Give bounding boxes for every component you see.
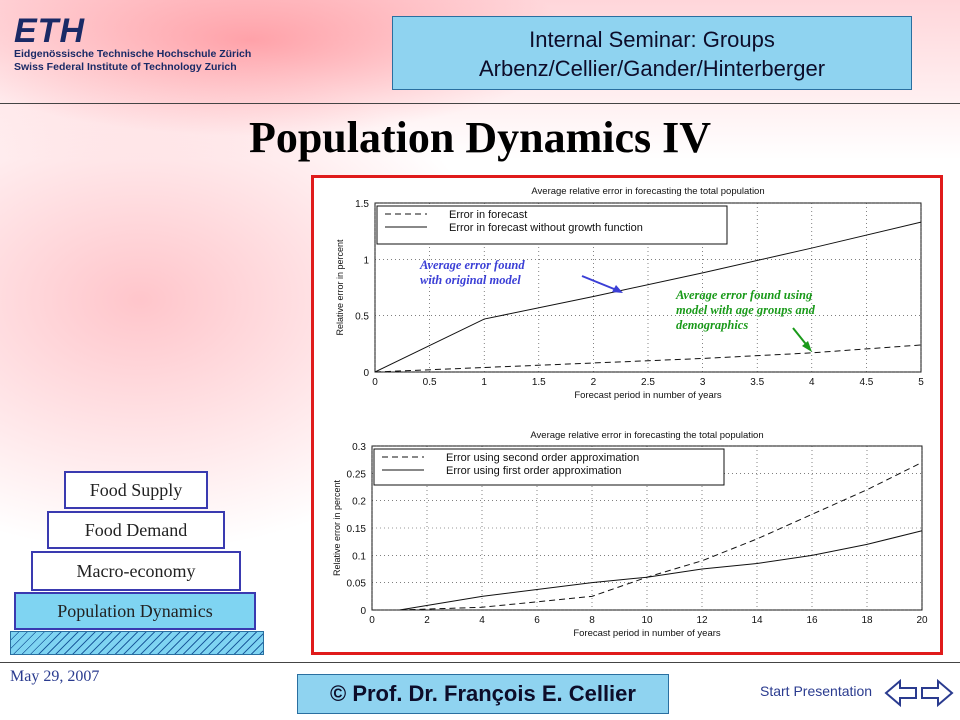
pyramid-label: Macro-economy [76, 561, 196, 581]
x-tick-label: 1.5 [532, 377, 546, 388]
pyramid-food-supply: Food Supply [64, 471, 208, 509]
seminar-line2: Arbenz/Cellier/Gander/Hinterberger [478, 56, 826, 81]
series-line [374, 221, 922, 373]
y-tick-label: 0 [363, 368, 369, 379]
back-arrow-icon[interactable] [884, 678, 918, 708]
y-axis-label: Relative error in percent [335, 239, 345, 336]
x-tick-label: 6 [534, 615, 540, 626]
x-tick-label: 3.5 [750, 377, 764, 388]
x-tick-label: 12 [696, 615, 708, 626]
eth-logo: ETH Eidgenössische Technische Hochschule… [14, 12, 252, 74]
legend-entry: Error using second order approximation [446, 452, 639, 464]
x-tick-label: 0 [369, 615, 375, 626]
x-tick-label: 5 [918, 377, 924, 388]
x-tick-label: 8 [589, 615, 595, 626]
pyramid-label: Population Dynamics [57, 601, 213, 621]
y-tick-label: 0.3 [352, 442, 366, 453]
x-tick-label: 4 [809, 377, 815, 388]
annotation-age-groups: demographics [676, 318, 748, 332]
footer-date: May 29, 2007 [10, 668, 100, 685]
x-tick-label: 10 [641, 615, 653, 626]
copyright-box: © Prof. Dr. François E. Cellier [297, 674, 669, 714]
annotation-arrowhead-green [802, 341, 812, 352]
y-tick-label: 1.5 [355, 199, 369, 210]
pyramid-macro-economy: Macro-economy [31, 551, 241, 591]
header-divider [0, 103, 960, 104]
chart-title: Average relative error in forecasting th… [531, 186, 764, 197]
legend-entry: Error in forecast without growth functio… [449, 222, 643, 234]
y-tick-label: 0.05 [347, 579, 367, 590]
legend-box [373, 448, 725, 486]
annotation-arrow-blue [581, 275, 620, 292]
x-tick-label: 4.5 [859, 377, 873, 388]
pyramid-label: Food Supply [89, 480, 183, 500]
x-tick-label: 0.5 [423, 377, 437, 388]
pyramid-ground-hatch [10, 631, 264, 655]
annotation-age-groups: Average error found using [675, 288, 812, 302]
annotation-original-model: Average error found [419, 258, 525, 272]
y-tick-label: 0.25 [347, 469, 367, 480]
x-tick-label: 2.5 [641, 377, 655, 388]
x-tick-label: 20 [916, 615, 928, 626]
y-tick-label: 0.5 [355, 312, 369, 323]
y-tick-label: 0.1 [352, 551, 366, 562]
annotation-age-groups: model with age groups and [676, 303, 816, 317]
y-tick-label: 0 [360, 606, 366, 617]
chart-bottom: Average relative error in forecasting th… [332, 430, 928, 639]
eth-logo-line2: Swiss Federal Institute of Technology Zu… [14, 61, 237, 73]
seminar-title-box: Internal Seminar: Groups Arbenz/Cellier/… [392, 16, 912, 90]
footer-divider [0, 662, 960, 663]
figure-frame: Average relative error in forecasting th… [311, 175, 943, 655]
seminar-line1: Internal Seminar: Groups [529, 27, 775, 52]
chart-title: Average relative error in forecasting th… [530, 430, 763, 441]
forward-arrow-icon[interactable] [920, 678, 954, 708]
pyramid-label: Food Demand [84, 520, 188, 540]
annotation-original-model: with original model [420, 273, 521, 287]
y-tick-label: 1 [363, 255, 369, 266]
eth-logo-line1: Eidgenössische Technische Hochschule Zür… [14, 48, 252, 60]
charts-svg: Average relative error in forecasting th… [332, 186, 928, 639]
pyramid-population-dynamics: Population Dynamics [14, 592, 256, 630]
legend-entry: Error using first order approximation [446, 465, 621, 477]
x-axis-label: Forecast period in number of years [574, 390, 722, 401]
series-line [374, 344, 922, 373]
x-tick-label: 16 [806, 615, 818, 626]
x-tick-label: 2 [424, 615, 430, 626]
chart-top: Average relative error in forecasting th… [335, 186, 924, 401]
legend-box [376, 205, 728, 245]
eth-logo-mark: ETH [14, 12, 85, 50]
x-tick-label: 18 [861, 615, 873, 626]
y-tick-label: 0.15 [347, 524, 367, 535]
x-tick-label: 1 [481, 377, 487, 388]
x-tick-label: 2 [591, 377, 597, 388]
legend-entry: Error in forecast [449, 209, 527, 221]
x-tick-label: 4 [479, 615, 485, 626]
series-line [399, 530, 923, 611]
x-axis-label: Forecast period in number of years [573, 628, 721, 639]
annotation-arrowhead-blue [612, 285, 623, 293]
y-tick-label: 0.2 [352, 497, 366, 508]
x-tick-label: 14 [751, 615, 763, 626]
slide-title: Population Dynamics IV [248, 113, 712, 162]
x-tick-label: 3 [700, 377, 706, 388]
y-axis-label: Relative error in percent [332, 479, 342, 576]
x-tick-label: 0 [372, 377, 378, 388]
start-presentation-link[interactable]: Start Presentation [760, 683, 873, 699]
pyramid-food-demand: Food Demand [47, 511, 225, 549]
